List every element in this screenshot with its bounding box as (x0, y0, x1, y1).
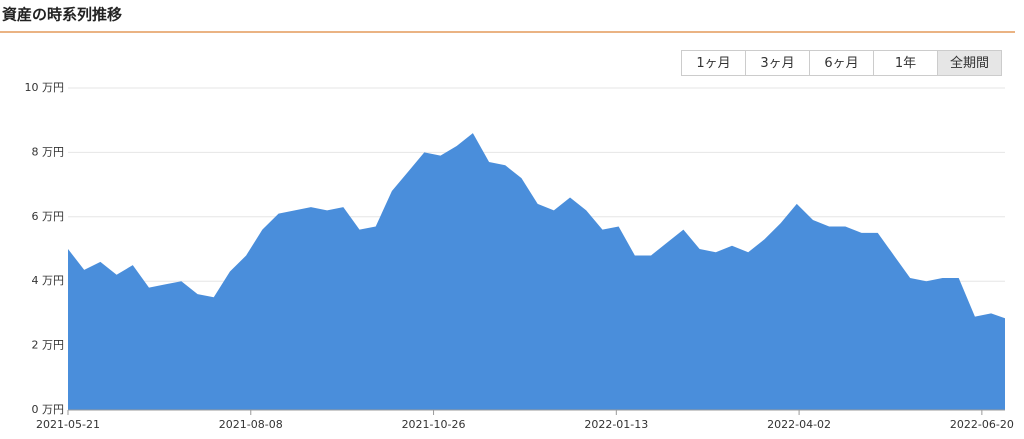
y-tick-label: 4 万円 (32, 274, 65, 287)
y-tick-label: 10 万円 (25, 81, 65, 94)
range-button[interactable]: 1年 (873, 50, 938, 76)
range-button[interactable]: 3ヶ月 (745, 50, 810, 76)
y-tick-label: 2 万円 (32, 339, 65, 352)
y-tick-label: 6 万円 (32, 210, 65, 223)
y-tick-label: 0 万円 (32, 403, 65, 416)
x-tick-label: 2021-08-08 (219, 418, 283, 431)
y-tick-label: 8 万円 (32, 145, 65, 158)
range-buttons: 1ヶ月 3ヶ月 6ヶ月 1年 全期間 (681, 50, 1002, 76)
range-button[interactable]: 6ヶ月 (809, 50, 874, 76)
x-tick-label: 2022-06-20 (950, 418, 1014, 431)
x-tick-label: 2022-04-02 (767, 418, 831, 431)
x-tick-label: 2021-10-26 (402, 418, 466, 431)
range-button[interactable]: 1ヶ月 (681, 50, 746, 76)
page-title: 資産の時系列推移 (2, 6, 122, 24)
area (68, 133, 1005, 410)
x-tick-label: 2022-01-13 (584, 418, 648, 431)
x-tick-label: 2021-05-21 (36, 418, 100, 431)
range-button[interactable]: 全期間 (937, 50, 1002, 76)
